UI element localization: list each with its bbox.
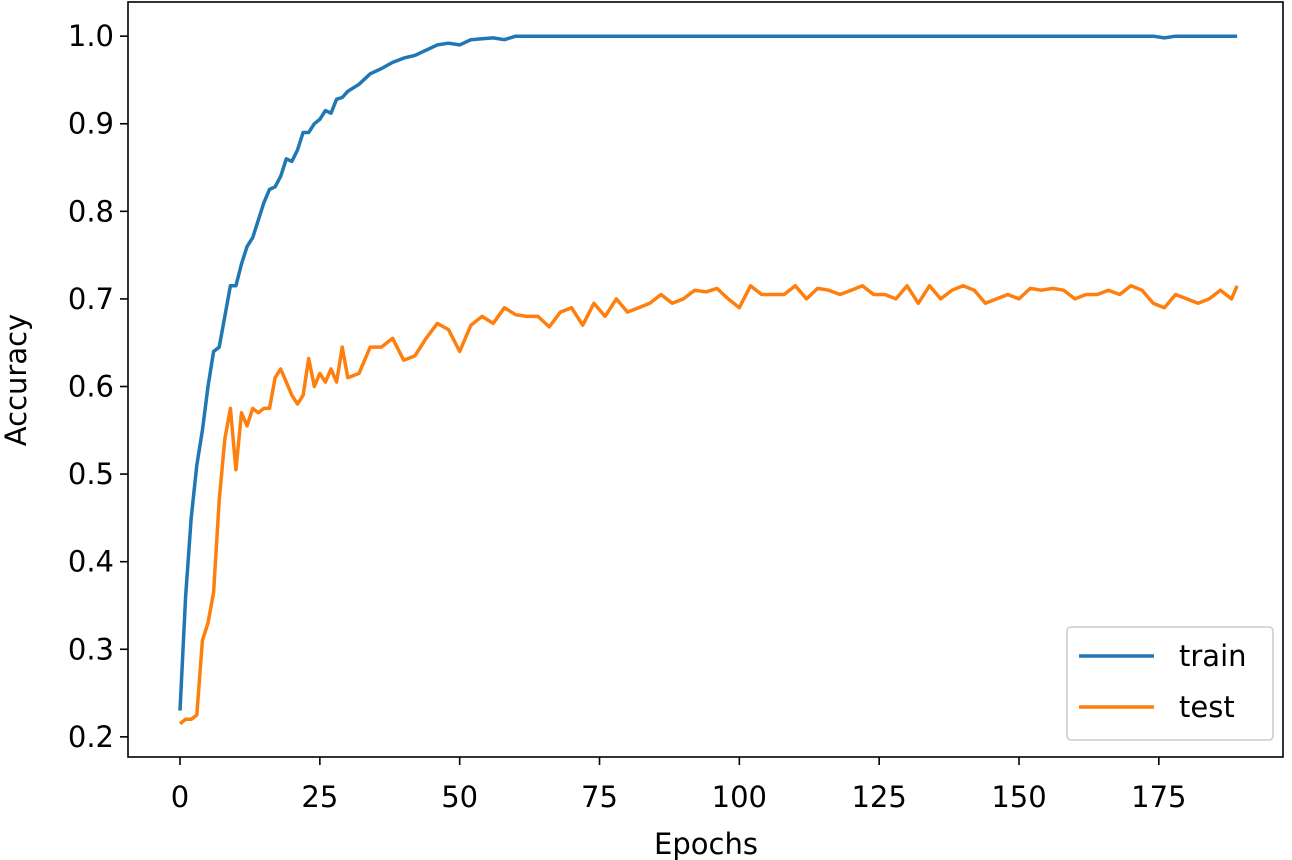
y-tick-label: 0.8: [68, 194, 114, 228]
y-tick-label: 0.2: [68, 720, 114, 754]
x-tick-label: 0: [171, 780, 189, 814]
legend-label: train: [1179, 639, 1247, 673]
y-tick-label: 0.3: [68, 632, 114, 666]
x-tick-label: 175: [1131, 780, 1186, 814]
line-train: [178, 34, 1238, 711]
x-tick-label: 100: [712, 780, 767, 814]
y-tick-label: 0.6: [68, 370, 114, 404]
x-tick-label: 150: [991, 780, 1046, 814]
x-tick-label: 75: [581, 780, 618, 814]
legend-label: test: [1179, 690, 1235, 724]
x-axis-label: Epochs: [654, 827, 758, 860]
x-tick-label: 125: [851, 780, 906, 814]
axes-frame: [127, 1, 1284, 758]
y-tick-label: 0.5: [68, 457, 114, 491]
y-tick-label: 1.0: [68, 19, 114, 53]
y-axis-label: Accuracy: [0, 314, 33, 446]
y-tick-label: 0.7: [68, 282, 114, 316]
y-tick-label: 0.9: [68, 107, 114, 141]
y-tick-label: 0.4: [68, 545, 114, 579]
x-tick-label: 50: [441, 780, 478, 814]
line-test: [178, 284, 1239, 726]
x-tick-label: 25: [301, 780, 338, 814]
